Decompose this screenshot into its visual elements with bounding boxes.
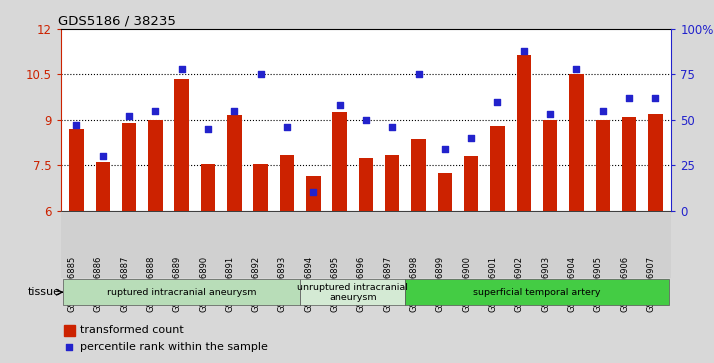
Text: superficial temporal artery: superficial temporal artery xyxy=(473,288,600,297)
Bar xyxy=(122,123,136,211)
Point xyxy=(492,99,503,105)
Bar xyxy=(411,139,426,211)
Bar xyxy=(406,279,668,305)
Bar xyxy=(306,176,321,211)
Bar xyxy=(569,74,583,211)
Point xyxy=(255,72,266,77)
Point xyxy=(71,122,82,128)
Point xyxy=(413,72,424,77)
Point xyxy=(124,113,135,119)
Bar xyxy=(543,120,558,211)
Point xyxy=(544,111,555,117)
Bar xyxy=(438,173,452,211)
Point xyxy=(228,108,240,114)
Point xyxy=(334,102,346,108)
Point xyxy=(281,124,293,130)
Point xyxy=(308,189,319,195)
Bar xyxy=(300,279,406,305)
Bar xyxy=(227,115,241,211)
Text: tissue: tissue xyxy=(29,287,61,297)
Point xyxy=(466,135,477,141)
Bar xyxy=(595,120,610,211)
Bar xyxy=(149,120,163,211)
Text: GDS5186 / 38235: GDS5186 / 38235 xyxy=(58,15,176,28)
Point xyxy=(597,108,608,114)
Point xyxy=(570,66,582,72)
Bar xyxy=(253,164,268,211)
Point xyxy=(150,108,161,114)
Bar xyxy=(358,158,373,211)
Bar xyxy=(69,129,84,211)
Bar xyxy=(280,155,294,211)
Point xyxy=(518,48,530,54)
Bar xyxy=(96,162,110,211)
Bar xyxy=(516,55,531,211)
Text: transformed count: transformed count xyxy=(80,325,184,335)
Text: percentile rank within the sample: percentile rank within the sample xyxy=(80,342,268,352)
Point xyxy=(623,95,635,101)
Bar xyxy=(385,155,399,211)
Point xyxy=(433,252,444,258)
Point xyxy=(386,124,398,130)
Bar xyxy=(333,112,347,211)
Point xyxy=(439,146,451,152)
Bar xyxy=(174,79,189,211)
Point xyxy=(97,153,109,159)
Point xyxy=(176,66,188,72)
Point xyxy=(650,95,661,101)
Point xyxy=(360,117,371,123)
Bar xyxy=(491,126,505,211)
Point xyxy=(202,126,213,132)
Bar xyxy=(201,164,216,211)
Bar xyxy=(464,156,478,211)
Text: unruptured intracranial
aneurysm: unruptured intracranial aneurysm xyxy=(297,282,408,302)
Bar xyxy=(64,279,300,305)
Text: ruptured intracranial aneurysm: ruptured intracranial aneurysm xyxy=(107,288,256,297)
Bar xyxy=(622,117,636,211)
Bar xyxy=(64,325,75,336)
Bar xyxy=(648,114,663,211)
